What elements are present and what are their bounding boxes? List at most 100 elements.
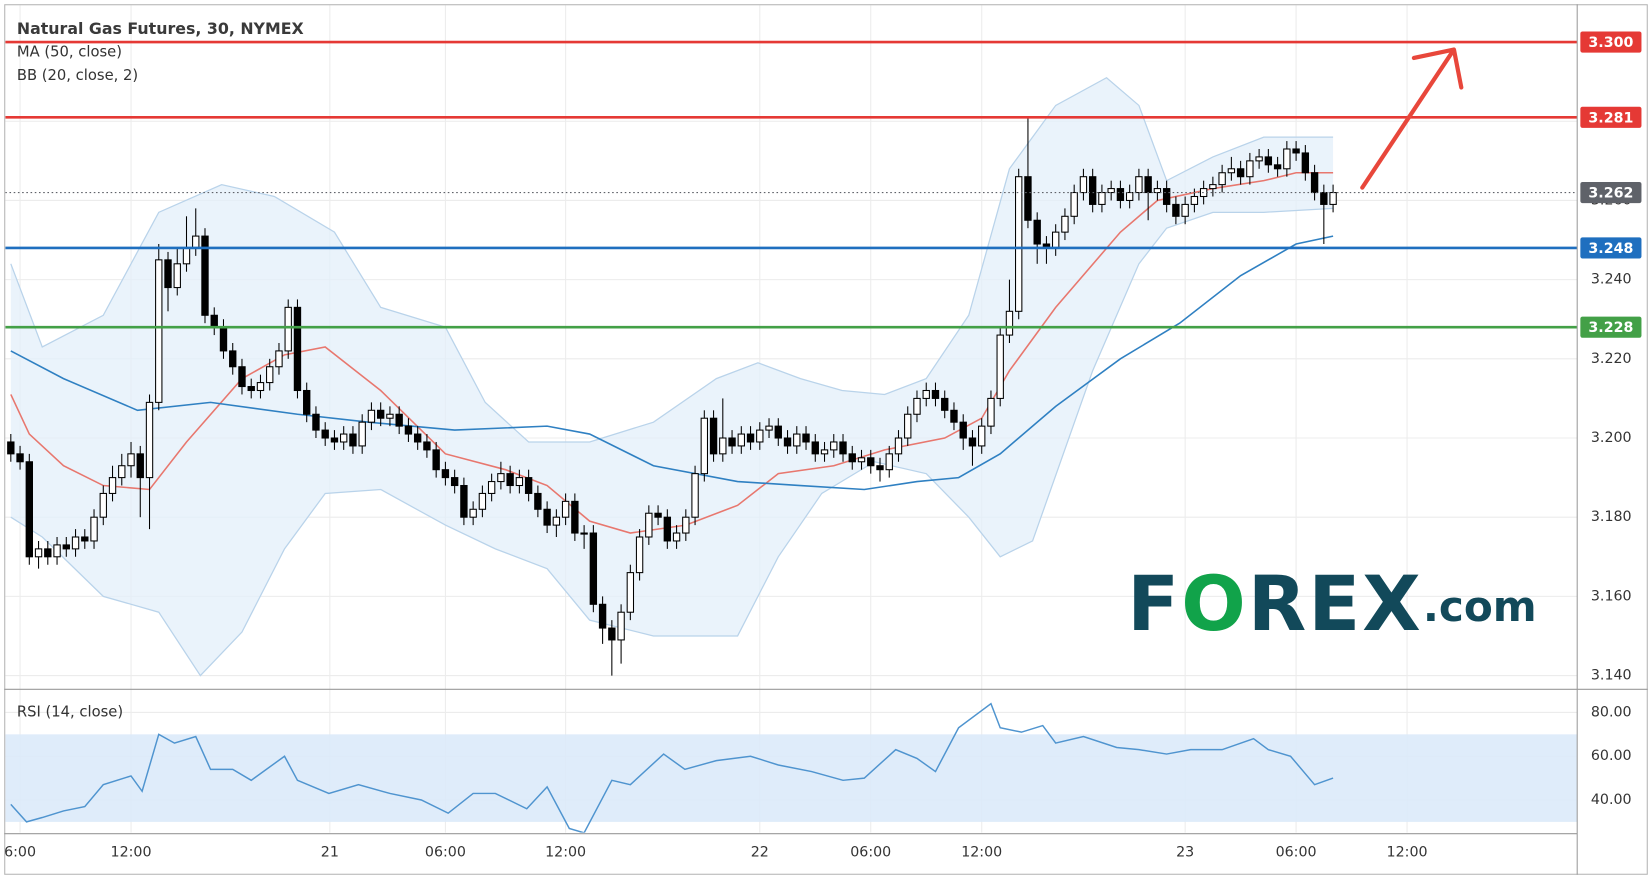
candle-body xyxy=(1088,176,1097,205)
candle-body xyxy=(765,425,773,431)
level-box xyxy=(1580,316,1642,338)
candle-body xyxy=(1218,172,1226,186)
level-box xyxy=(1580,237,1642,259)
candle-body xyxy=(885,453,893,471)
candle-body xyxy=(118,465,126,479)
candle-body xyxy=(44,548,52,558)
arrow-shaft xyxy=(1360,50,1454,190)
candle-body xyxy=(266,366,274,384)
candle-body xyxy=(441,469,450,479)
candle-body xyxy=(1246,160,1254,178)
candle-body xyxy=(617,611,625,641)
x-tick-label: 06:00 xyxy=(1276,845,1317,861)
candle-body xyxy=(469,508,477,518)
candle-body xyxy=(1255,156,1263,162)
candle-body xyxy=(81,536,89,542)
level-box xyxy=(1580,182,1642,204)
candle-body xyxy=(210,314,218,328)
candle-body xyxy=(904,413,912,439)
candle-body xyxy=(802,433,810,443)
candle-body xyxy=(848,453,856,463)
candle-body xyxy=(561,500,570,518)
candle-body xyxy=(192,235,200,249)
candle-body xyxy=(876,465,884,471)
candle-body xyxy=(330,437,339,443)
candle-body xyxy=(654,512,662,518)
candle-body xyxy=(1144,176,1152,194)
candle-body xyxy=(700,417,709,475)
logo-part: O xyxy=(1181,560,1248,648)
chart-title: Natural Gas Futures, 30, NYMEX xyxy=(17,19,304,38)
level-label: 3.262 xyxy=(1588,186,1633,202)
candle-body xyxy=(367,409,376,423)
candle-body xyxy=(719,437,727,455)
bollinger-upper xyxy=(10,76,1334,443)
arrow-annotation xyxy=(1360,47,1464,190)
candle-body xyxy=(460,484,468,518)
x-tick-label: 12:00 xyxy=(961,845,1002,861)
arrow-head xyxy=(1411,47,1464,90)
candle-body xyxy=(404,425,413,435)
rsi-line xyxy=(10,702,1334,833)
x-tick-label: 6:00 xyxy=(4,845,36,861)
candle-body xyxy=(1107,188,1115,194)
candle-body xyxy=(1320,192,1328,205)
candle-body xyxy=(478,492,487,510)
candle-body xyxy=(256,382,265,392)
candle-body xyxy=(1079,176,1088,194)
x-tick-label: 06:00 xyxy=(850,845,891,861)
candle-body xyxy=(413,433,422,443)
x-tick-label: 12:00 xyxy=(111,845,152,861)
candle-body xyxy=(978,425,986,447)
rsi-tick-label: 60.00 xyxy=(1591,748,1632,764)
candle-body xyxy=(1172,203,1180,217)
candle-body xyxy=(867,457,875,467)
candle-body xyxy=(71,536,80,550)
logo-part: REX xyxy=(1248,560,1423,648)
rsi-tick-label: 80.00 xyxy=(1591,704,1632,720)
candle-body xyxy=(931,389,940,399)
candle-body xyxy=(284,306,292,352)
candle-body xyxy=(450,477,459,487)
price-pane xyxy=(5,40,1578,677)
candle-body xyxy=(672,532,681,542)
candle-body xyxy=(691,473,699,518)
candle-body xyxy=(682,516,690,534)
candle-body xyxy=(709,417,718,455)
x-tick-label: 12:00 xyxy=(1387,845,1428,861)
candle-body xyxy=(756,429,764,443)
candle-body xyxy=(571,500,579,534)
candle-body xyxy=(164,259,172,289)
candle-body xyxy=(589,532,598,605)
candle-body xyxy=(34,548,43,558)
candle-body xyxy=(774,425,782,439)
candle-body xyxy=(1033,219,1041,245)
candle-body xyxy=(830,441,838,451)
x-tick-label: 21 xyxy=(321,845,339,861)
logo-part: .com xyxy=(1423,582,1537,631)
candle-body xyxy=(219,326,228,352)
x-tick-label: 12:00 xyxy=(545,845,586,861)
candle-body xyxy=(820,449,829,455)
candle-body xyxy=(136,453,144,479)
candle-body xyxy=(1153,188,1162,194)
frame xyxy=(4,4,1648,875)
candle-body xyxy=(386,413,394,419)
candle-body xyxy=(580,532,588,535)
candle-body xyxy=(349,433,357,447)
candle-body xyxy=(1310,172,1319,194)
candle-body xyxy=(543,508,551,526)
candle-body xyxy=(376,409,385,419)
candle-body xyxy=(552,516,561,526)
rsi-pane xyxy=(5,702,1578,833)
candle-body xyxy=(432,449,440,471)
candle-body xyxy=(16,453,24,463)
candle-body xyxy=(626,572,635,613)
y-tick-label: 3.160 xyxy=(1591,588,1632,604)
candle-body xyxy=(247,386,255,392)
candle-body xyxy=(358,421,366,447)
logo: FOREX.com xyxy=(1127,560,1536,648)
candle-body xyxy=(1181,203,1189,217)
candle-body xyxy=(90,516,98,542)
